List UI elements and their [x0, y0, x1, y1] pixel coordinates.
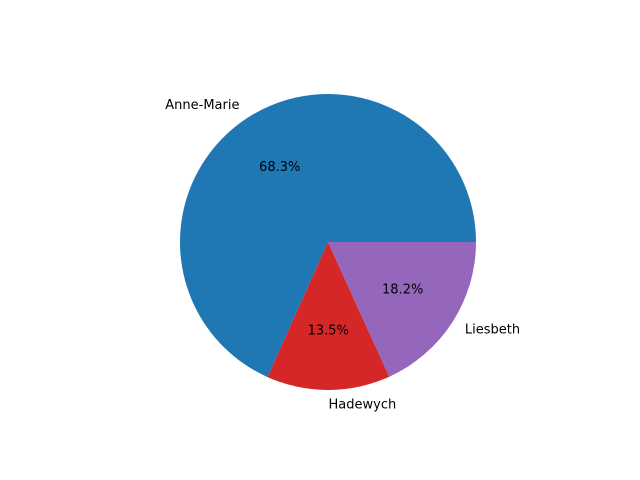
pie-slice-liesbeth — [328, 242, 476, 377]
slice-percent-liesbeth: 18.2% — [382, 283, 423, 298]
pie-slices — [180, 94, 476, 390]
slice-label-anne-marie: Anne-Marie — [165, 98, 239, 113]
pie-slice-hadewych — [267, 242, 390, 390]
pie-slice-anne-marie — [180, 94, 476, 378]
pie-labels: Anne-Marie 68.3% Hadewych 13.5% Liesbeth 18.2… — [165, 98, 520, 412]
slice-label-liesbeth: Liesbeth — [465, 323, 520, 338]
slice-percent-anne-marie: 68.3% — [259, 160, 300, 175]
slice-label-hadewych: Hadewych — [329, 397, 397, 412]
slice-percent-hadewych: 13.5% — [308, 323, 349, 338]
